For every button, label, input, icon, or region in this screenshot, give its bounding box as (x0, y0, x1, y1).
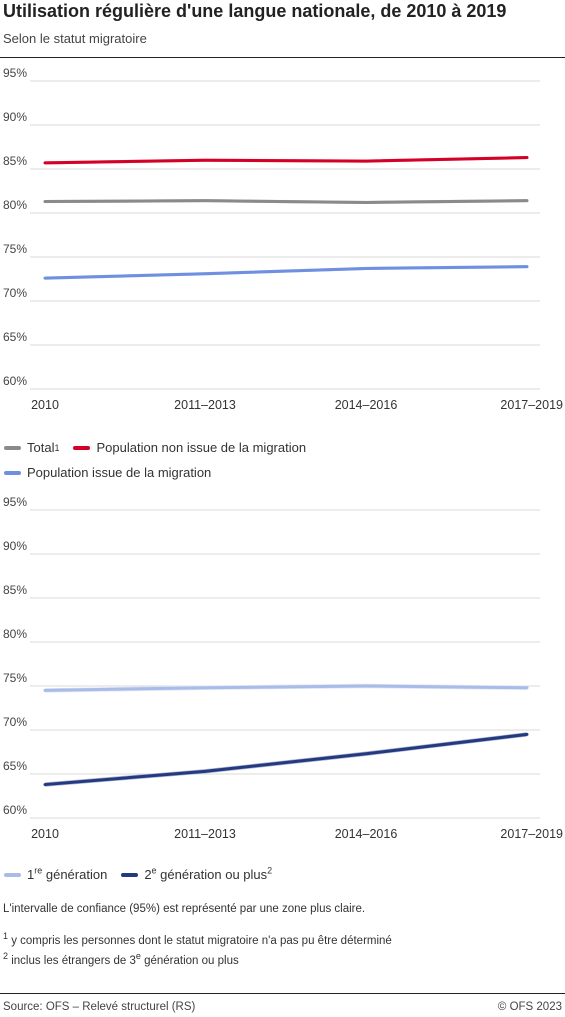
y-tick-label: 95% (3, 66, 27, 80)
y-tick-label: 65% (3, 330, 27, 344)
legend-item-first-generation: 1re génération (4, 865, 108, 882)
legend-swatch-non-migration (73, 445, 91, 450)
y-tick-label: 60% (3, 374, 27, 388)
legend-item-migration: Population issue de la migration (4, 465, 211, 480)
legend-2: 1re génération 2e génération ou plus2 (4, 865, 286, 882)
legend-item-non-migration: Population non issue de la migration (73, 440, 306, 455)
chart-subtitle: Selon le statut migratoire (3, 31, 147, 46)
y-tick-label: 60% (3, 803, 27, 817)
footnote-1: 1 y compris les personnes dont le statut… (3, 931, 392, 947)
legend-swatch-migration (4, 470, 21, 475)
x-tick-label: 2017–2019 (500, 827, 563, 841)
x-tick-label: 2010 (31, 398, 59, 412)
y-tick-label: 85% (3, 583, 27, 597)
legend-item-second-generation: 2e génération ou plus2 (121, 865, 273, 882)
y-tick-label: 80% (3, 198, 27, 212)
chart-title: Utilisation régulière d'une langue natio… (3, 1, 507, 21)
legend-label-first-generation: 1re génération (27, 865, 108, 882)
series-line (43, 732, 529, 787)
y-tick-label: 90% (3, 539, 27, 553)
chart-2: 60% 65% 70% 75% 80% 85% 90% 95% 2010 2011–2013 201… (3, 495, 563, 841)
y-tick-label: 70% (3, 286, 27, 300)
series-line (43, 684, 529, 692)
legend-1-row-1: Total 1 Population non issue de la migrat… (4, 440, 320, 455)
copyright-text: © OFS 2023 (497, 1001, 562, 1013)
y-tick-label: 75% (3, 671, 27, 685)
source-text: Source: OFS – Relevé structurel (RS) (3, 1001, 196, 1013)
y-tick-label: 85% (3, 154, 27, 168)
confidence-interval-note: L'intervalle de confiance (95%) est repr… (3, 903, 366, 915)
chart-1: 60% 65% 70% 75% 80% 85% 90% 95% 2010 2011–2013 201… (3, 66, 563, 412)
header-rule (0, 57, 565, 58)
y-tick-label: 95% (3, 495, 27, 509)
x-tick-label: 2017–2019 (500, 398, 563, 412)
y-tick-label: 65% (3, 759, 27, 773)
y-tick-label: 80% (3, 627, 27, 641)
x-tick-label: 2011–2013 (174, 398, 236, 412)
x-tick-label: 2011–2013 (174, 827, 236, 841)
x-tick-label: 2014–2016 (335, 398, 398, 412)
legend-label-non-migration: Population non issue de la migration (96, 440, 307, 455)
legend-swatch-total (4, 445, 21, 450)
footer-rule (0, 993, 565, 994)
footnote-2: 2 inclus les étrangers de 3e génération … (3, 951, 239, 967)
series-line (43, 265, 529, 280)
legend-1-row-2: Population issue de la migration (4, 465, 225, 480)
legend-label-second-generation: 2e génération ou plus2 (144, 865, 273, 882)
x-tick-label: 2010 (31, 827, 59, 841)
legend-item-total: Total 1 (4, 440, 59, 455)
legend-label-total: Total (27, 440, 55, 455)
legend-label-migration: Population issue de la migration (27, 465, 212, 480)
legend-swatch-second-generation (121, 872, 139, 877)
series-line (43, 199, 529, 204)
y-tick-label: 75% (3, 242, 27, 256)
series-line (43, 156, 529, 165)
x-tick-label: 2014–2016 (335, 827, 398, 841)
y-tick-label: 90% (3, 110, 27, 124)
legend-swatch-first-generation (4, 872, 21, 877)
y-tick-label: 70% (3, 715, 27, 729)
